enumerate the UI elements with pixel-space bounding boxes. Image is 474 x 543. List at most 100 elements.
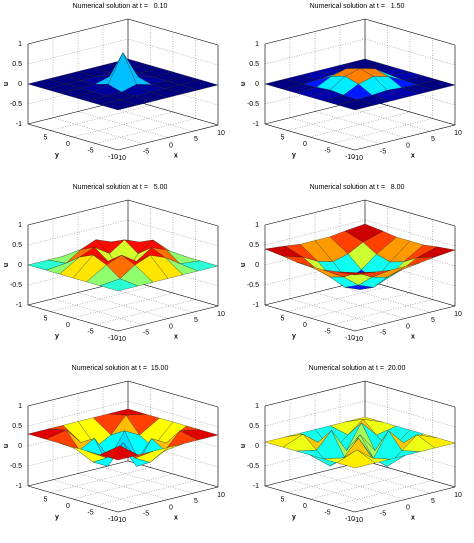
- z-tick-label: 1: [255, 222, 259, 229]
- y-tick-label: -10: [108, 516, 118, 523]
- z-tick-label: 0: [255, 443, 259, 450]
- grid-line: [289, 479, 381, 506]
- grid-line: [102, 467, 194, 494]
- grid-line: [309, 111, 411, 138]
- grid-line: [52, 298, 144, 325]
- axis-box: [264, 123, 356, 151]
- z-tick-label: 0: [18, 81, 22, 88]
- axis-box: [127, 199, 219, 227]
- x-tick-label: -10: [353, 155, 363, 162]
- z-axis-label: u: [3, 263, 10, 267]
- grid-line: [289, 117, 381, 144]
- grid-line: [332, 480, 433, 506]
- grid-line: [27, 400, 129, 427]
- surface-patch: [99, 99, 139, 111]
- z-tick-label: 0: [255, 81, 259, 88]
- x-tick-label: -5: [380, 149, 386, 156]
- grid-line: [95, 299, 196, 325]
- grid-line: [77, 473, 169, 500]
- y-tick-label: -10: [345, 335, 355, 342]
- y-axis-label: y: [55, 333, 59, 340]
- z-tick-label: -1: [253, 302, 259, 309]
- grid-line: [339, 467, 431, 494]
- chart-title: Numerical solution at t = 0.10: [73, 3, 168, 10]
- grid-line: [50, 105, 151, 131]
- z-tick-label: -0.5: [10, 282, 22, 289]
- z-tick-label: 0.5: [12, 242, 22, 249]
- y-tick-label: 5: [44, 315, 48, 322]
- grid-line: [287, 467, 388, 493]
- x-tick-label: -5: [143, 511, 149, 518]
- chart-title: Numerical solution at t = 1.50: [310, 3, 405, 10]
- z-tick-label: 1: [18, 403, 22, 410]
- x-tick-label: 0: [169, 504, 173, 511]
- panel: Numerical solution at t = 1.50-10-50510-…: [240, 3, 462, 162]
- x-axis-label: x: [174, 152, 178, 159]
- axis-box: [264, 304, 356, 332]
- y-tick-label: 0: [66, 141, 70, 148]
- grid-line: [72, 473, 174, 500]
- axis-box: [27, 380, 129, 407]
- x-axis-label: x: [411, 514, 415, 521]
- axis-box: [364, 380, 456, 408]
- grid-line: [77, 292, 169, 319]
- x-tick-label: 10: [454, 130, 462, 137]
- x-axis-label: x: [411, 333, 415, 340]
- x-tick-label: 10: [217, 130, 225, 137]
- y-axis-label: y: [55, 514, 59, 521]
- axis-box: [354, 124, 456, 151]
- z-axis-label: u: [3, 444, 10, 448]
- y-tick-label: -5: [324, 328, 330, 335]
- y-tick-label: 5: [281, 496, 285, 503]
- axis-box: [264, 485, 356, 513]
- x-tick-label: 10: [454, 311, 462, 318]
- x-tick-label: -5: [143, 330, 149, 337]
- y-tick-label: 5: [281, 315, 285, 322]
- y-axis-label: y: [292, 514, 296, 521]
- grid-line: [332, 299, 433, 325]
- z-tick-label: 0.5: [249, 61, 259, 68]
- x-tick-label: 0: [406, 504, 410, 511]
- x-tick-label: -10: [116, 155, 126, 162]
- z-tick-label: -0.5: [10, 101, 22, 108]
- grid-line: [287, 286, 388, 312]
- x-tick-label: 5: [194, 136, 198, 143]
- grid-line: [127, 219, 219, 247]
- z-tick-label: -0.5: [247, 282, 259, 289]
- x-axis-label: x: [174, 333, 178, 340]
- chart-title: Numerical solution at t = 20.00: [309, 365, 406, 372]
- y-tick-label: 0: [66, 322, 70, 329]
- z-tick-label: -1: [16, 121, 22, 128]
- y-tick-label: -10: [108, 335, 118, 342]
- y-axis-label: y: [292, 152, 296, 159]
- z-tick-label: 1: [255, 403, 259, 410]
- panel: Numerical solution at t = 5.00-10-50510-…: [3, 184, 225, 343]
- x-axis-label: x: [174, 514, 178, 521]
- axis-box: [264, 199, 366, 226]
- panel: Numerical solution at t = 15.00-10-50510…: [3, 365, 225, 524]
- x-tick-label: -5: [143, 149, 149, 156]
- z-tick-label: 0.5: [12, 423, 22, 430]
- grid-line: [289, 298, 381, 325]
- grid-line: [309, 473, 411, 500]
- axis-box: [117, 305, 219, 332]
- z-tick-label: 1: [255, 41, 259, 48]
- z-tick-label: -0.5: [10, 463, 22, 470]
- grid-line: [332, 118, 433, 144]
- z-tick-label: 0.5: [249, 423, 259, 430]
- z-tick-label: 0.5: [249, 242, 259, 249]
- panel: Numerical solution at t = 0.10-10-50510-…: [3, 3, 225, 162]
- grid-line: [339, 286, 431, 313]
- grid-line: [95, 118, 196, 144]
- z-axis-label: u: [240, 82, 247, 86]
- grid-line: [364, 219, 456, 247]
- x-tick-label: 10: [454, 492, 462, 499]
- axis-box: [117, 486, 219, 513]
- x-tick-label: -10: [116, 517, 126, 524]
- axis-box: [127, 460, 219, 488]
- axis-box: [27, 460, 129, 487]
- y-tick-label: -5: [87, 328, 93, 335]
- axis-box: [354, 305, 456, 332]
- axis-box: [27, 123, 119, 151]
